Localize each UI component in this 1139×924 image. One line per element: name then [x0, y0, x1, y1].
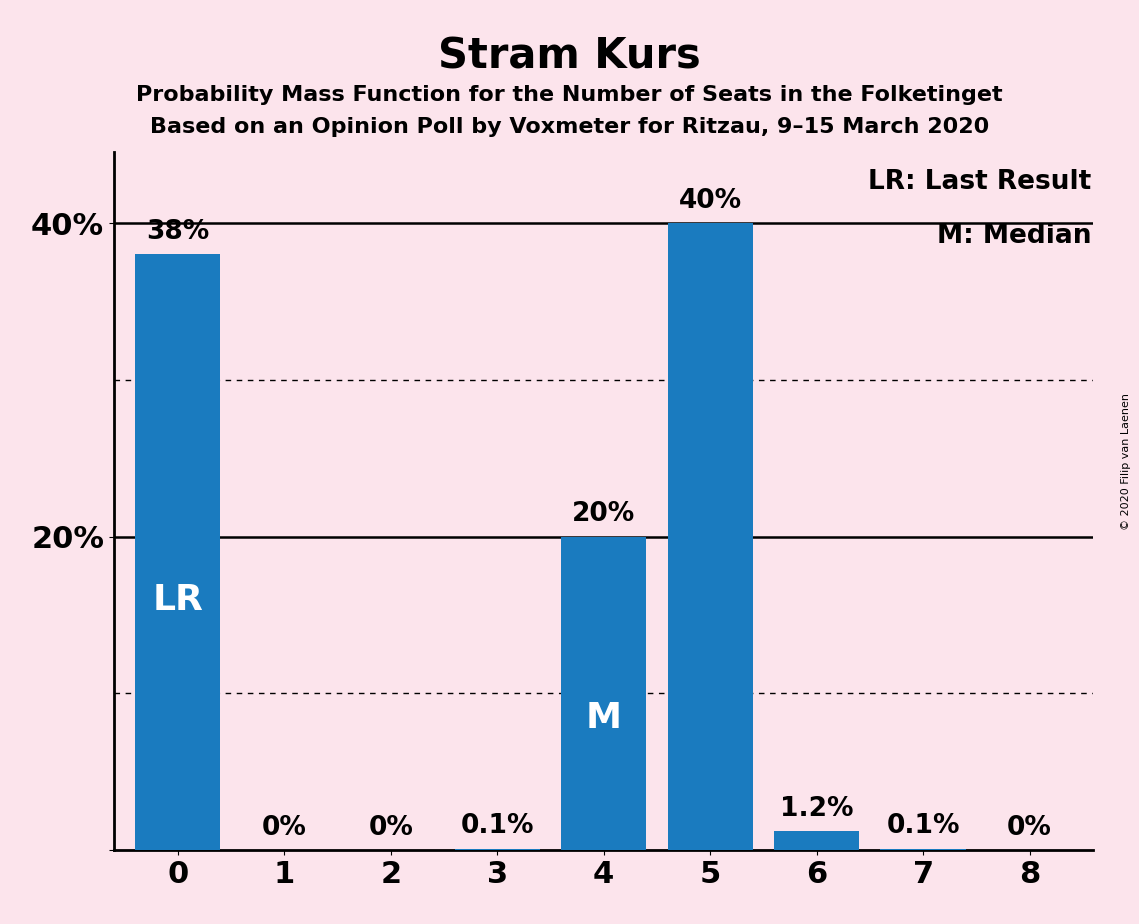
Bar [775, 832, 859, 850]
Text: 38%: 38% [146, 219, 210, 245]
Text: Probability Mass Function for the Number of Seats in the Folketinget: Probability Mass Function for the Number… [137, 85, 1002, 105]
Text: 40%: 40% [679, 188, 741, 213]
Bar [667, 223, 753, 850]
Text: © 2020 Filip van Laenen: © 2020 Filip van Laenen [1121, 394, 1131, 530]
Text: Based on an Opinion Poll by Voxmeter for Ritzau, 9–15 March 2020: Based on an Opinion Poll by Voxmeter for… [150, 117, 989, 138]
Text: LR: LR [153, 583, 203, 617]
Text: 0.1%: 0.1% [886, 813, 960, 839]
Bar [454, 848, 540, 850]
Text: 0%: 0% [368, 815, 413, 841]
Text: M: Median: M: Median [936, 223, 1091, 249]
Bar [562, 537, 646, 850]
Text: 0.1%: 0.1% [460, 813, 534, 839]
Text: 0%: 0% [1007, 815, 1052, 841]
Text: 20%: 20% [572, 501, 636, 527]
Bar [880, 848, 966, 850]
Text: LR: Last Result: LR: Last Result [868, 169, 1091, 195]
Text: 0%: 0% [262, 815, 306, 841]
Bar [136, 254, 220, 850]
Text: 1.2%: 1.2% [780, 796, 853, 821]
Text: M: M [585, 701, 622, 736]
Text: Stram Kurs: Stram Kurs [439, 35, 700, 77]
